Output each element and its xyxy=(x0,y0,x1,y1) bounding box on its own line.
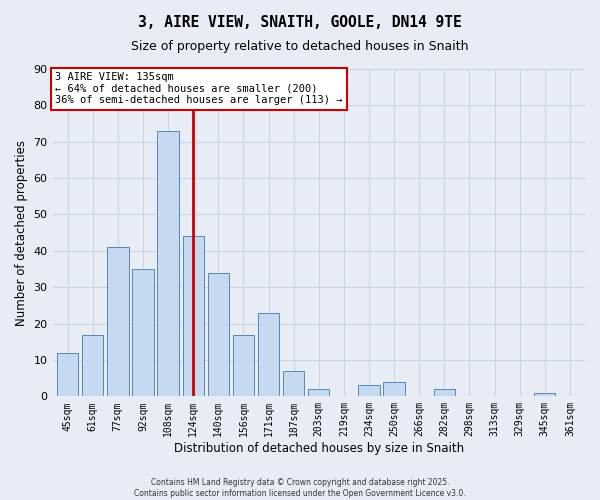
Bar xyxy=(383,382,405,396)
Bar xyxy=(182,236,204,396)
Bar xyxy=(434,389,455,396)
Bar xyxy=(57,352,78,397)
Text: Size of property relative to detached houses in Snaith: Size of property relative to detached ho… xyxy=(131,40,469,53)
Bar xyxy=(258,312,279,396)
Bar xyxy=(283,371,304,396)
Text: Contains HM Land Registry data © Crown copyright and database right 2025.
Contai: Contains HM Land Registry data © Crown c… xyxy=(134,478,466,498)
Bar xyxy=(107,247,128,396)
Bar xyxy=(132,269,154,396)
Bar xyxy=(358,386,380,396)
Text: 3, AIRE VIEW, SNAITH, GOOLE, DN14 9TE: 3, AIRE VIEW, SNAITH, GOOLE, DN14 9TE xyxy=(138,15,462,30)
Y-axis label: Number of detached properties: Number of detached properties xyxy=(15,140,28,326)
Bar xyxy=(534,392,556,396)
X-axis label: Distribution of detached houses by size in Snaith: Distribution of detached houses by size … xyxy=(174,442,464,455)
Text: 3 AIRE VIEW: 135sqm
← 64% of detached houses are smaller (200)
36% of semi-detac: 3 AIRE VIEW: 135sqm ← 64% of detached ho… xyxy=(55,72,343,106)
Bar xyxy=(208,272,229,396)
Bar xyxy=(233,334,254,396)
Bar xyxy=(157,131,179,396)
Bar xyxy=(308,389,329,396)
Bar xyxy=(82,334,103,396)
